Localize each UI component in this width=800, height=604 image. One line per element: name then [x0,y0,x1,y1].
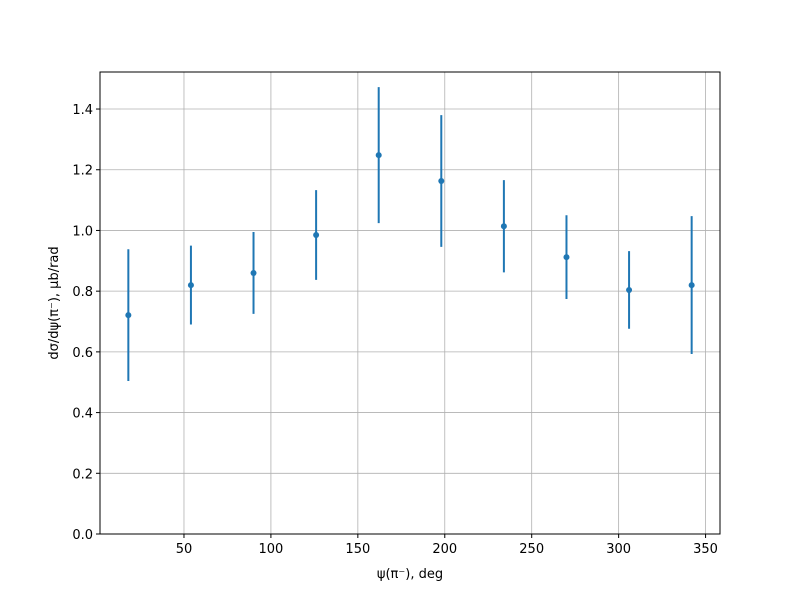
x-tick-label: 150 [345,542,370,557]
data-point [375,152,382,159]
y-tick-label: 1.4 [72,103,93,118]
x-tick-label: 300 [606,542,631,557]
data-point [313,232,320,239]
data-point [626,286,633,293]
y-tick-label: 0.2 [72,467,93,482]
x-tick-label: 350 [693,542,718,557]
data-point [250,269,257,276]
y-tick-label: 0.8 [72,285,93,300]
data-point [500,223,507,230]
x-tick-label: 50 [176,542,193,557]
y-tick-label: 0.4 [72,407,93,422]
plot-frame [99,71,721,535]
data-point [688,282,695,289]
y-axis-label: dσ/dψ(π⁻), μb/rad [47,246,62,359]
y-tick-label: 1.2 [72,164,93,179]
data-point [125,312,132,319]
y-tick-label: 0.0 [72,528,93,543]
x-tick-label: 250 [519,542,544,557]
data-point [438,177,445,184]
data-point [563,254,570,261]
x-tick-label: 100 [258,542,283,557]
y-tick-label: 0.6 [72,346,93,361]
x-tick-label: 200 [432,542,457,557]
data-point [187,282,194,289]
y-tick-label: 1.0 [72,224,93,239]
x-axis-label: ψ(π⁻), deg [377,567,443,582]
